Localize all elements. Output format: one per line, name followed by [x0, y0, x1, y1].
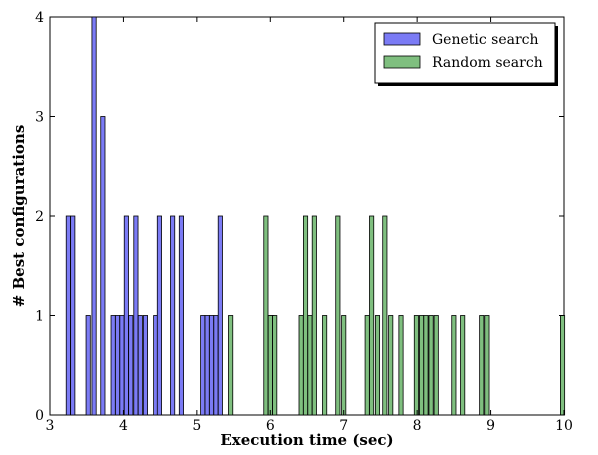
- bar-genetic-6: [115, 315, 121, 416]
- y-tick-label-2: 2: [35, 209, 44, 225]
- bar-genetic-7: [119, 315, 125, 416]
- bar-random-14: [382, 215, 388, 416]
- bar-genetic-9: [128, 315, 134, 416]
- bar-random-0: [228, 315, 234, 416]
- legend: Genetic search Random search: [374, 22, 558, 86]
- bar-genetic-8: [123, 215, 129, 416]
- legend-swatch-genetic: [383, 32, 421, 46]
- bar-genetic-5: [110, 315, 116, 416]
- x-tick-label-3: 6: [266, 418, 275, 434]
- bar-genetic-21: [217, 215, 223, 416]
- bars-layer: [65, 16, 566, 416]
- bar-random-15: [388, 315, 394, 416]
- bar-genetic-2: [85, 315, 91, 416]
- bar-random-25: [484, 315, 490, 416]
- legend-label-random: Random search: [432, 55, 543, 71]
- bar-random-21: [433, 315, 439, 416]
- x-tick-label-1: 4: [119, 418, 128, 434]
- bar-genetic-0: [65, 215, 71, 416]
- bar-random-18: [419, 315, 425, 416]
- bar-random-8: [322, 315, 328, 416]
- x-axis-label: Execution time (sec): [220, 431, 393, 449]
- bar-genetic-10: [133, 215, 139, 416]
- bar-random-11: [364, 315, 370, 416]
- bar-genetic-18: [204, 315, 210, 416]
- y-axis-label: # Best configurations: [10, 125, 28, 308]
- bar-random-13: [374, 315, 381, 416]
- bar-genetic-14: [156, 215, 162, 416]
- bar-random-12: [369, 215, 375, 416]
- y-tick-label-4: 4: [35, 10, 44, 26]
- bar-random-23: [460, 315, 466, 416]
- bar-random-1: [263, 215, 269, 416]
- bar-random-6: [307, 315, 313, 416]
- y-tick-label-1: 1: [35, 309, 44, 325]
- legend-swatch-random: [383, 55, 421, 69]
- bar-random-9: [335, 215, 341, 416]
- x-tick-label-6: 9: [486, 418, 495, 434]
- bar-random-17: [413, 315, 419, 416]
- bar-genetic-1: [70, 215, 76, 416]
- legend-label-genetic: Genetic search: [432, 32, 539, 48]
- bar-random-24: [479, 315, 485, 416]
- bar-random-5: [302, 215, 309, 416]
- bar-random-26: [560, 315, 566, 416]
- y-tick-label-0: 0: [35, 408, 44, 424]
- x-tick-label-2: 5: [192, 418, 201, 434]
- x-tick-label-0: 3: [46, 418, 55, 434]
- bar-random-16: [398, 315, 404, 416]
- ticks-layer: 3 4 5 6 7 8 9 10 0 1 2 3 4: [35, 10, 573, 434]
- x-tick-label-4: 7: [339, 418, 348, 434]
- bar-random-7: [311, 215, 317, 416]
- bar-random-3: [272, 315, 278, 416]
- bar-random-22: [451, 315, 457, 416]
- bar-random-20: [428, 315, 434, 416]
- bar-genetic-19: [209, 315, 215, 416]
- bar-random-4: [298, 315, 304, 416]
- bar-genetic-15: [170, 215, 176, 416]
- y-tick-label-3: 3: [35, 110, 44, 126]
- bar-genetic-16: [178, 215, 184, 416]
- bar-genetic-4: [100, 116, 106, 416]
- bar-random-10: [341, 315, 347, 416]
- x-tick-label-5: 8: [413, 418, 422, 434]
- bar-genetic-3: [91, 16, 97, 416]
- x-tick-label-7: 10: [555, 418, 573, 434]
- bar-genetic-20: [213, 315, 219, 416]
- bar-genetic-11: [137, 315, 143, 416]
- bar-genetic-12: [142, 315, 148, 416]
- bar-random-2: [267, 315, 273, 416]
- bar-random-19: [423, 315, 429, 416]
- bar-genetic-17: [200, 315, 206, 416]
